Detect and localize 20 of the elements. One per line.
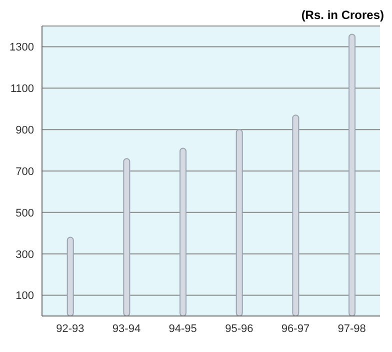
- y-tick-label: 100: [16, 290, 34, 302]
- x-tick-label: 97-98: [338, 322, 366, 335]
- y-tick-label: 500: [16, 207, 34, 220]
- y-tick-label: 300: [16, 248, 34, 261]
- y-tick-label: 900: [16, 124, 34, 136]
- bar: [292, 114, 300, 316]
- x-tick-label: 93-94: [112, 322, 141, 335]
- y-tick-label: 700: [16, 166, 34, 178]
- bar: [123, 158, 130, 316]
- x-tick-label: 95-96: [225, 322, 254, 335]
- x-tick-label: 94-95: [168, 322, 197, 335]
- bar: [66, 236, 74, 316]
- y-tick-label: 1300: [10, 42, 34, 54]
- bar: [180, 148, 187, 316]
- bar: [236, 129, 243, 316]
- bar: [348, 34, 356, 316]
- y-tick-label: 1100: [10, 83, 34, 96]
- y-axis-title: (Rs. in Crores): [301, 8, 384, 22]
- x-tick-label: 92-93: [56, 322, 84, 335]
- x-tick-label: 96-97: [281, 322, 310, 335]
